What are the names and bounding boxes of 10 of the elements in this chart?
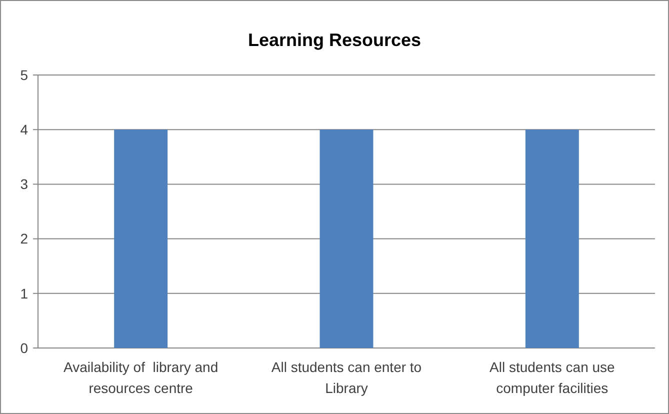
y-tick-label: 2 (20, 230, 28, 247)
chart-title: Learning Resources (248, 30, 422, 50)
y-tick-label: 5 (20, 66, 28, 83)
y-tick-label: 0 (20, 340, 28, 356)
x-tick-label: All students can enter to Library (271, 359, 422, 396)
y-tick-label: 3 (20, 176, 28, 192)
x-tick-label: All students can use computer facilities (490, 359, 616, 396)
x-tick-label: Availability of library and resources centre (64, 359, 218, 396)
y-tick-label: 1 (20, 285, 28, 302)
y-tick-label: 4 (20, 122, 28, 138)
